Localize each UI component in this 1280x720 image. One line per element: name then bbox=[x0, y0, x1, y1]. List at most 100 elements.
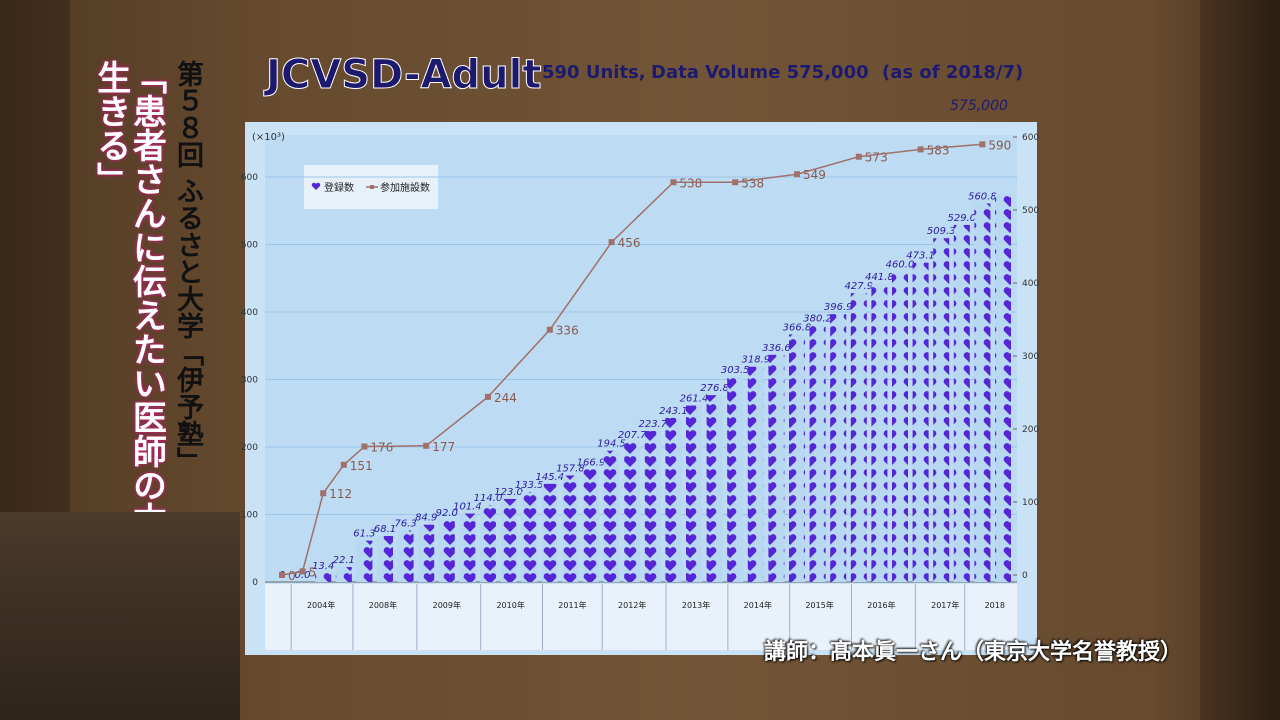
line-segment bbox=[858, 148, 921, 158]
total-label: 575,000 bbox=[950, 98, 1008, 114]
line-value-label: 336 bbox=[556, 324, 579, 338]
period-label: 2004年 bbox=[307, 600, 335, 610]
line-segment bbox=[735, 173, 798, 184]
bar bbox=[438, 519, 455, 582]
line-value-label: 583 bbox=[927, 143, 950, 157]
line-value-label: 538 bbox=[679, 176, 702, 190]
y2-tick-label: 100 bbox=[1022, 498, 1039, 508]
line-point bbox=[979, 141, 986, 148]
bar bbox=[995, 193, 1011, 582]
bar-value-label: 68.1 bbox=[374, 524, 396, 535]
period-label: 2008年 bbox=[369, 600, 397, 610]
line-segment bbox=[343, 445, 365, 466]
bar-value-label: 92.0 bbox=[436, 508, 458, 519]
x-label-strip bbox=[265, 584, 1017, 650]
y-tick-label: 0 bbox=[252, 578, 258, 588]
bar bbox=[953, 224, 970, 583]
bar-value-label: 101.4 bbox=[453, 502, 482, 513]
period-label: 2018 bbox=[985, 601, 1005, 610]
bar bbox=[809, 325, 826, 582]
bar-value-label: 261.4 bbox=[680, 394, 709, 405]
period-label: 2013年 bbox=[682, 600, 710, 610]
bar bbox=[789, 334, 805, 582]
bar bbox=[315, 572, 332, 582]
y2-tick-label: 400 bbox=[1022, 279, 1039, 289]
bar bbox=[397, 530, 414, 582]
bar bbox=[933, 238, 950, 582]
bar-value-label: 194.5 bbox=[597, 439, 626, 450]
line-segment bbox=[281, 570, 303, 576]
bar bbox=[830, 314, 847, 582]
bar bbox=[500, 498, 517, 582]
period-label: 2010年 bbox=[496, 600, 524, 610]
period-label: 2014年 bbox=[744, 600, 772, 610]
y-unit: (×10³) bbox=[252, 132, 285, 143]
bar bbox=[562, 475, 579, 582]
y-tick-label: 100 bbox=[241, 511, 258, 521]
bar-value-label: 84.9 bbox=[415, 513, 437, 524]
bar bbox=[521, 491, 538, 582]
period-label: 2015年 bbox=[805, 600, 833, 610]
line-value-label: 549 bbox=[803, 168, 826, 182]
bar bbox=[377, 536, 393, 582]
y-tick-label: 300 bbox=[241, 376, 258, 386]
bar bbox=[912, 262, 929, 582]
line-segment bbox=[487, 329, 551, 398]
bar bbox=[768, 354, 785, 582]
bar-value-label: 509.3 bbox=[927, 226, 956, 237]
line-segment bbox=[920, 143, 983, 151]
line-segment bbox=[796, 155, 860, 175]
line-segment bbox=[322, 464, 345, 494]
line-value-label: 573 bbox=[865, 151, 888, 165]
period-label: 2016年 bbox=[867, 600, 895, 610]
bar-value-label: 473.1 bbox=[906, 251, 935, 262]
bar bbox=[644, 431, 661, 582]
bar-value-label: 366.8 bbox=[783, 322, 812, 333]
line-segment bbox=[364, 445, 427, 448]
bar-value-label: 114.0 bbox=[474, 493, 503, 504]
bar bbox=[747, 366, 764, 582]
line-value-label: 176 bbox=[370, 441, 393, 455]
slide-date: (as of 2018/7) bbox=[882, 62, 1023, 83]
line-value-label: 5 bbox=[309, 565, 317, 579]
bar bbox=[974, 203, 991, 582]
bar-value-label: 560.8 bbox=[968, 191, 997, 202]
line-segment bbox=[549, 241, 613, 331]
y2-tick-label: 300 bbox=[1022, 352, 1039, 362]
line-value-label: 0 bbox=[288, 569, 296, 583]
bar bbox=[603, 450, 620, 582]
bar bbox=[686, 405, 702, 582]
bar-value-label: 276.8 bbox=[700, 383, 729, 394]
y2-tick-label: 500 bbox=[1022, 206, 1039, 216]
line-value-label: 177 bbox=[432, 440, 455, 454]
bar-value-label: 22.1 bbox=[333, 555, 355, 566]
bar-value-label: 145.4 bbox=[535, 472, 564, 483]
y2-tick-label: 600 bbox=[1022, 133, 1039, 143]
slide-units: 590 Units, bbox=[542, 62, 646, 83]
bar-value-label: 396.9 bbox=[824, 302, 853, 313]
y2-tick-label: 0 bbox=[1022, 571, 1028, 581]
bar-value-label: 123.0 bbox=[494, 487, 523, 498]
line-value-label: 151 bbox=[350, 459, 373, 473]
line-value-label: 456 bbox=[618, 236, 641, 250]
series-title: 第５８回 ふるさと大学「伊予塾」 bbox=[172, 60, 203, 475]
bar-value-label: 303.5 bbox=[721, 365, 750, 376]
y-tick-label: 200 bbox=[241, 443, 258, 453]
bar bbox=[624, 441, 641, 582]
bar-value-label: 157.8 bbox=[556, 463, 585, 474]
line-value-label: 244 bbox=[494, 391, 517, 405]
line-value-label: 112 bbox=[329, 487, 352, 501]
speaker-caption: 講師：髙本眞一さん（東京大学名誉教授） bbox=[764, 640, 1183, 665]
bar bbox=[871, 283, 888, 582]
bar bbox=[665, 417, 682, 582]
bar bbox=[418, 524, 435, 582]
period-label: 2011年 bbox=[558, 600, 586, 610]
period-label: 2009年 bbox=[433, 600, 461, 610]
bar-value-label: 460.0 bbox=[886, 260, 915, 271]
bar-value-label: 380.2 bbox=[803, 313, 832, 324]
slide-title: JCVSD-Adult bbox=[263, 52, 541, 98]
bar-value-label: 61.3 bbox=[353, 529, 375, 540]
slide-volume: Data Volume 575,000 bbox=[651, 62, 869, 83]
period-label: 2012年 bbox=[618, 600, 646, 610]
